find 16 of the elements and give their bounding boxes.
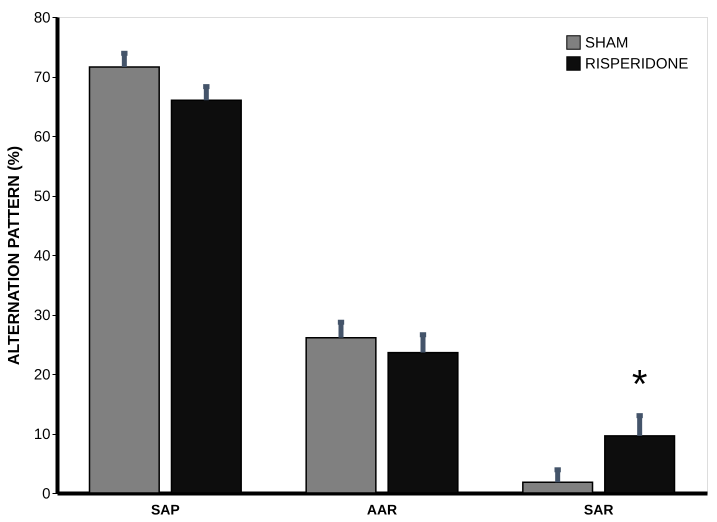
y-tick-label: 30 xyxy=(34,307,50,324)
y-axis-title: ALTERNATION PATTERN (%) xyxy=(6,146,23,366)
y-tick-label: 40 xyxy=(34,248,50,264)
y-tick-label: 80 xyxy=(34,10,50,26)
legend-label: RISPERIDONE xyxy=(585,56,688,72)
x-tick-label: SAP xyxy=(150,502,180,518)
legend-label: SHAM xyxy=(585,34,628,52)
annotation: * xyxy=(632,362,648,407)
y-tick-label: 0 xyxy=(42,486,50,502)
y-tick-label: 60 xyxy=(34,128,50,146)
y-tick-label: 10 xyxy=(34,426,50,443)
y-tick-label: 20 xyxy=(34,366,50,384)
x-tick-label: AAR xyxy=(366,502,398,518)
x-tick-label: SAR xyxy=(584,502,614,518)
y-tick-label: 70 xyxy=(34,69,50,86)
y-tick-label: 50 xyxy=(34,188,50,205)
